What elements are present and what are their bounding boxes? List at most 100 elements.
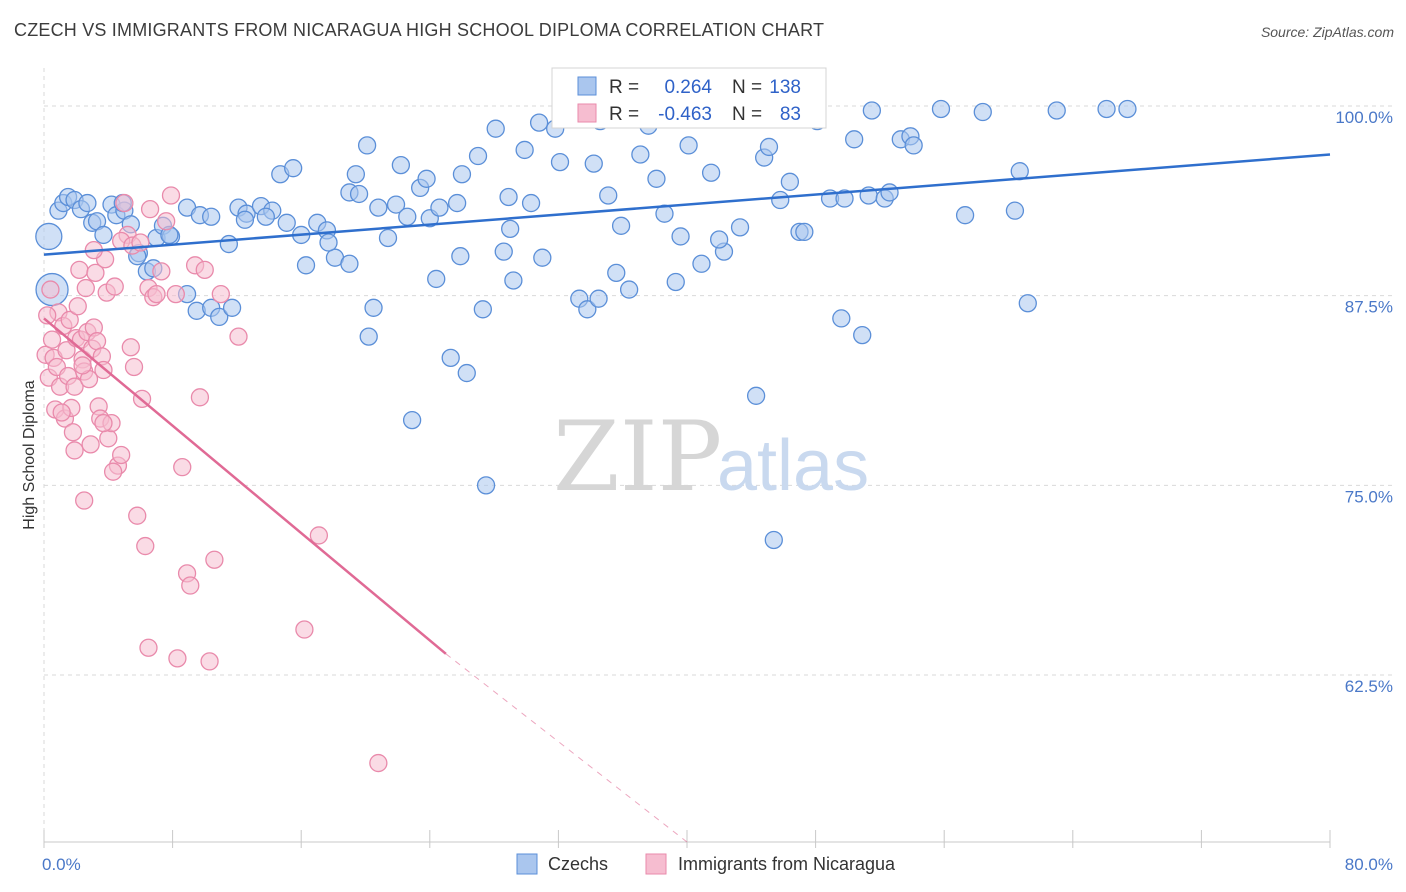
czechs-point: [764, 530, 783, 550]
czechs-point: [473, 300, 492, 319]
czechs-point: [862, 101, 882, 120]
czechs-point: [451, 247, 470, 266]
nicaragua-point: [168, 649, 187, 668]
czechs-point: [701, 163, 721, 182]
nicaragua-point: [70, 260, 89, 279]
y-tick-label: 75.0%: [1345, 487, 1393, 506]
czechs-point: [402, 410, 422, 430]
nicaragua-point: [190, 388, 210, 407]
czechs-point: [94, 225, 113, 245]
y-tick-label: 100.0%: [1335, 108, 1393, 127]
nicaragua-point: [52, 403, 71, 422]
czechs-point: [202, 207, 221, 226]
czechs-point: [692, 254, 711, 273]
nicaragua-point: [103, 462, 123, 481]
legend-n-value-nicaragua: 83: [780, 104, 801, 125]
x-tick-label-min: 0.0%: [42, 855, 81, 874]
czechs-point: [35, 222, 63, 251]
nicaragua-trend-line: [43, 317, 447, 655]
czechs-point: [599, 186, 618, 205]
czechs-point: [441, 348, 460, 368]
czechs-point: [666, 272, 685, 292]
czechs-point: [398, 207, 417, 226]
czechs-point: [499, 187, 518, 207]
legend-n-value-czechs: 138: [769, 77, 801, 98]
czechs-point: [476, 476, 496, 495]
nicaragua-point: [369, 753, 388, 773]
source-note: Source: ZipAtlas.com: [1260, 24, 1394, 40]
legend-r-value-nicaragua: -0.463: [658, 104, 712, 125]
nicaragua-point: [147, 284, 166, 304]
nicaragua-point: [99, 429, 118, 448]
nicaragua-point: [86, 263, 105, 283]
czechs-point: [931, 99, 951, 119]
legend-r-label-nicaragua: R =: [609, 104, 639, 125]
series-legend-label-nicaragua: Immigrants from Nicaragua: [678, 854, 896, 874]
czechs-point: [78, 193, 97, 213]
czechs-point: [845, 130, 864, 149]
czechs-point: [832, 309, 851, 328]
nicaragua-point: [94, 413, 113, 433]
czechs-point: [468, 146, 488, 166]
czechs-point: [730, 218, 750, 237]
czechs-point: [486, 119, 505, 138]
czechs-point: [346, 165, 366, 184]
nicaragua-point: [68, 297, 87, 316]
czechs-point: [584, 154, 603, 173]
czechs-point: [430, 198, 449, 217]
nicaragua-point: [105, 277, 124, 296]
czechs-point: [550, 152, 570, 172]
czechs-point: [589, 289, 608, 308]
czechs-point: [780, 172, 800, 191]
y-axis-labels: 100.0% 87.5% 75.0% 62.5%: [1335, 108, 1393, 696]
czechs-point: [1097, 99, 1116, 119]
nicaragua-point: [161, 186, 181, 205]
czechs-point: [619, 280, 639, 299]
legend-frame: [551, 67, 827, 129]
watermark-atlas: atlas: [717, 426, 869, 506]
czechs-point: [631, 145, 650, 164]
nicaragua-point: [81, 435, 100, 454]
nicaragua-point: [136, 536, 155, 556]
czechs-point: [256, 207, 275, 226]
nicaragua-point: [60, 310, 79, 330]
czechs-point: [771, 190, 790, 210]
czechs-point: [391, 155, 411, 175]
legend-n-label-nicaragua: N =: [732, 104, 762, 125]
correlation-legend: R = 0.264 N = 138 R = -0.463 N = 83: [551, 67, 827, 129]
series-legend: Czechs Immigrants from Nicaragua: [516, 853, 896, 875]
watermark-zip: ZIP: [553, 401, 722, 513]
czechs-point: [611, 216, 631, 235]
czechs-point: [359, 327, 378, 346]
czechs-point: [319, 233, 338, 252]
legend-swatch-czechs: [577, 76, 597, 96]
nicaragua-point: [140, 199, 160, 219]
czechs-point: [452, 165, 472, 184]
czechs-point: [427, 269, 446, 289]
nicaragua-point: [128, 506, 147, 525]
czechs-point: [746, 386, 766, 405]
nicaragua-point: [65, 377, 84, 396]
series-legend-swatch-czechs: [516, 853, 538, 875]
nicaragua-point: [200, 652, 219, 671]
legend-swatch-nicaragua: [577, 103, 597, 123]
czechs-point: [973, 102, 992, 122]
nicaragua-point: [309, 526, 329, 545]
czechs-point: [710, 230, 729, 249]
y-axis-title: High School Diploma: [21, 380, 38, 530]
nicaragua-point: [115, 193, 134, 213]
czechs-trend-line: [43, 153, 1331, 256]
nicaragua-point: [139, 638, 158, 657]
nicaragua-point: [42, 330, 62, 349]
czechs-point: [795, 222, 814, 242]
czechs-point: [349, 184, 369, 204]
czechs-point: [515, 140, 534, 160]
nicaragua-point: [166, 284, 185, 304]
nicaragua-point: [41, 280, 60, 299]
czechs-point: [210, 307, 229, 327]
czechs-point: [1047, 101, 1066, 120]
czechs-point: [357, 136, 377, 155]
czechs-point: [835, 189, 854, 208]
czechs-point: [880, 183, 899, 202]
czechs-point: [447, 193, 467, 213]
